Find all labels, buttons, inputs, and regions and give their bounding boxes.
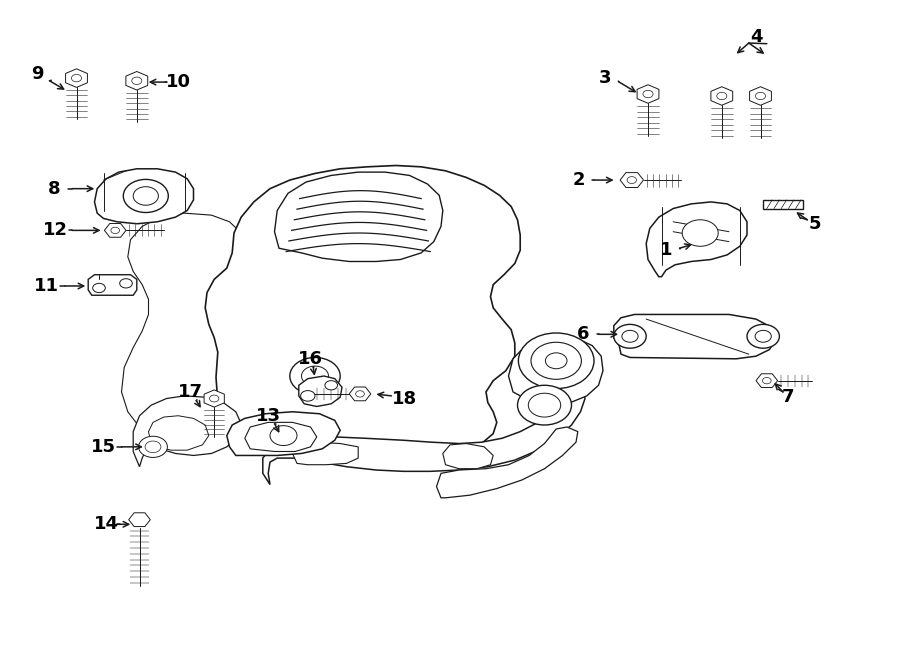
Text: 15: 15 <box>91 438 116 456</box>
Circle shape <box>111 227 120 234</box>
Text: 6: 6 <box>577 325 590 344</box>
Polygon shape <box>88 275 137 295</box>
Polygon shape <box>133 396 241 467</box>
Circle shape <box>755 92 766 100</box>
Circle shape <box>131 77 142 85</box>
Circle shape <box>139 436 167 457</box>
Polygon shape <box>711 87 733 105</box>
Circle shape <box>518 385 572 425</box>
Polygon shape <box>750 87 771 105</box>
Polygon shape <box>292 442 358 465</box>
Circle shape <box>518 333 594 389</box>
Circle shape <box>123 179 168 213</box>
Text: 9: 9 <box>32 65 44 83</box>
Circle shape <box>755 330 771 342</box>
Text: 13: 13 <box>256 406 281 425</box>
Circle shape <box>301 391 315 401</box>
Polygon shape <box>66 69 87 87</box>
Circle shape <box>531 342 581 379</box>
Text: 7: 7 <box>782 388 795 406</box>
Text: 18: 18 <box>392 389 418 408</box>
Polygon shape <box>637 85 659 103</box>
Text: 10: 10 <box>166 73 191 91</box>
Polygon shape <box>299 376 342 406</box>
Polygon shape <box>763 200 803 209</box>
Circle shape <box>133 187 158 205</box>
Text: 8: 8 <box>48 179 60 198</box>
Circle shape <box>614 324 646 348</box>
Circle shape <box>762 377 771 384</box>
Polygon shape <box>646 202 747 277</box>
Circle shape <box>270 426 297 446</box>
Polygon shape <box>205 166 520 458</box>
Polygon shape <box>94 169 194 224</box>
Circle shape <box>325 381 338 390</box>
Text: 3: 3 <box>598 69 611 87</box>
Polygon shape <box>104 224 126 237</box>
Polygon shape <box>126 71 148 90</box>
Circle shape <box>93 283 105 293</box>
Polygon shape <box>263 384 585 485</box>
Circle shape <box>545 353 567 369</box>
Circle shape <box>643 90 653 98</box>
Polygon shape <box>204 390 224 407</box>
Circle shape <box>71 74 82 82</box>
Polygon shape <box>620 173 643 187</box>
Circle shape <box>627 177 636 183</box>
Circle shape <box>302 366 328 386</box>
Text: 12: 12 <box>43 221 68 240</box>
Polygon shape <box>129 513 150 526</box>
Circle shape <box>716 92 727 100</box>
Circle shape <box>120 279 132 288</box>
Text: 14: 14 <box>94 515 119 534</box>
Polygon shape <box>274 172 443 261</box>
Circle shape <box>622 330 638 342</box>
Circle shape <box>290 357 340 395</box>
Text: 11: 11 <box>34 277 59 295</box>
Polygon shape <box>122 213 245 453</box>
Circle shape <box>210 395 219 402</box>
Polygon shape <box>227 412 340 455</box>
Text: 2: 2 <box>572 171 585 189</box>
Polygon shape <box>756 374 778 387</box>
Polygon shape <box>443 444 493 469</box>
Circle shape <box>682 220 718 246</box>
Polygon shape <box>349 387 371 401</box>
Text: 16: 16 <box>298 350 323 368</box>
Polygon shape <box>508 338 603 404</box>
Polygon shape <box>614 314 776 359</box>
Polygon shape <box>245 422 317 451</box>
Circle shape <box>356 391 364 397</box>
Text: 5: 5 <box>808 214 821 233</box>
Circle shape <box>747 324 779 348</box>
Circle shape <box>145 441 161 453</box>
Circle shape <box>528 393 561 417</box>
Text: 17: 17 <box>178 383 203 401</box>
Text: 1: 1 <box>660 241 672 260</box>
Text: 4: 4 <box>750 28 762 46</box>
Polygon shape <box>148 416 209 450</box>
Polygon shape <box>436 427 578 498</box>
